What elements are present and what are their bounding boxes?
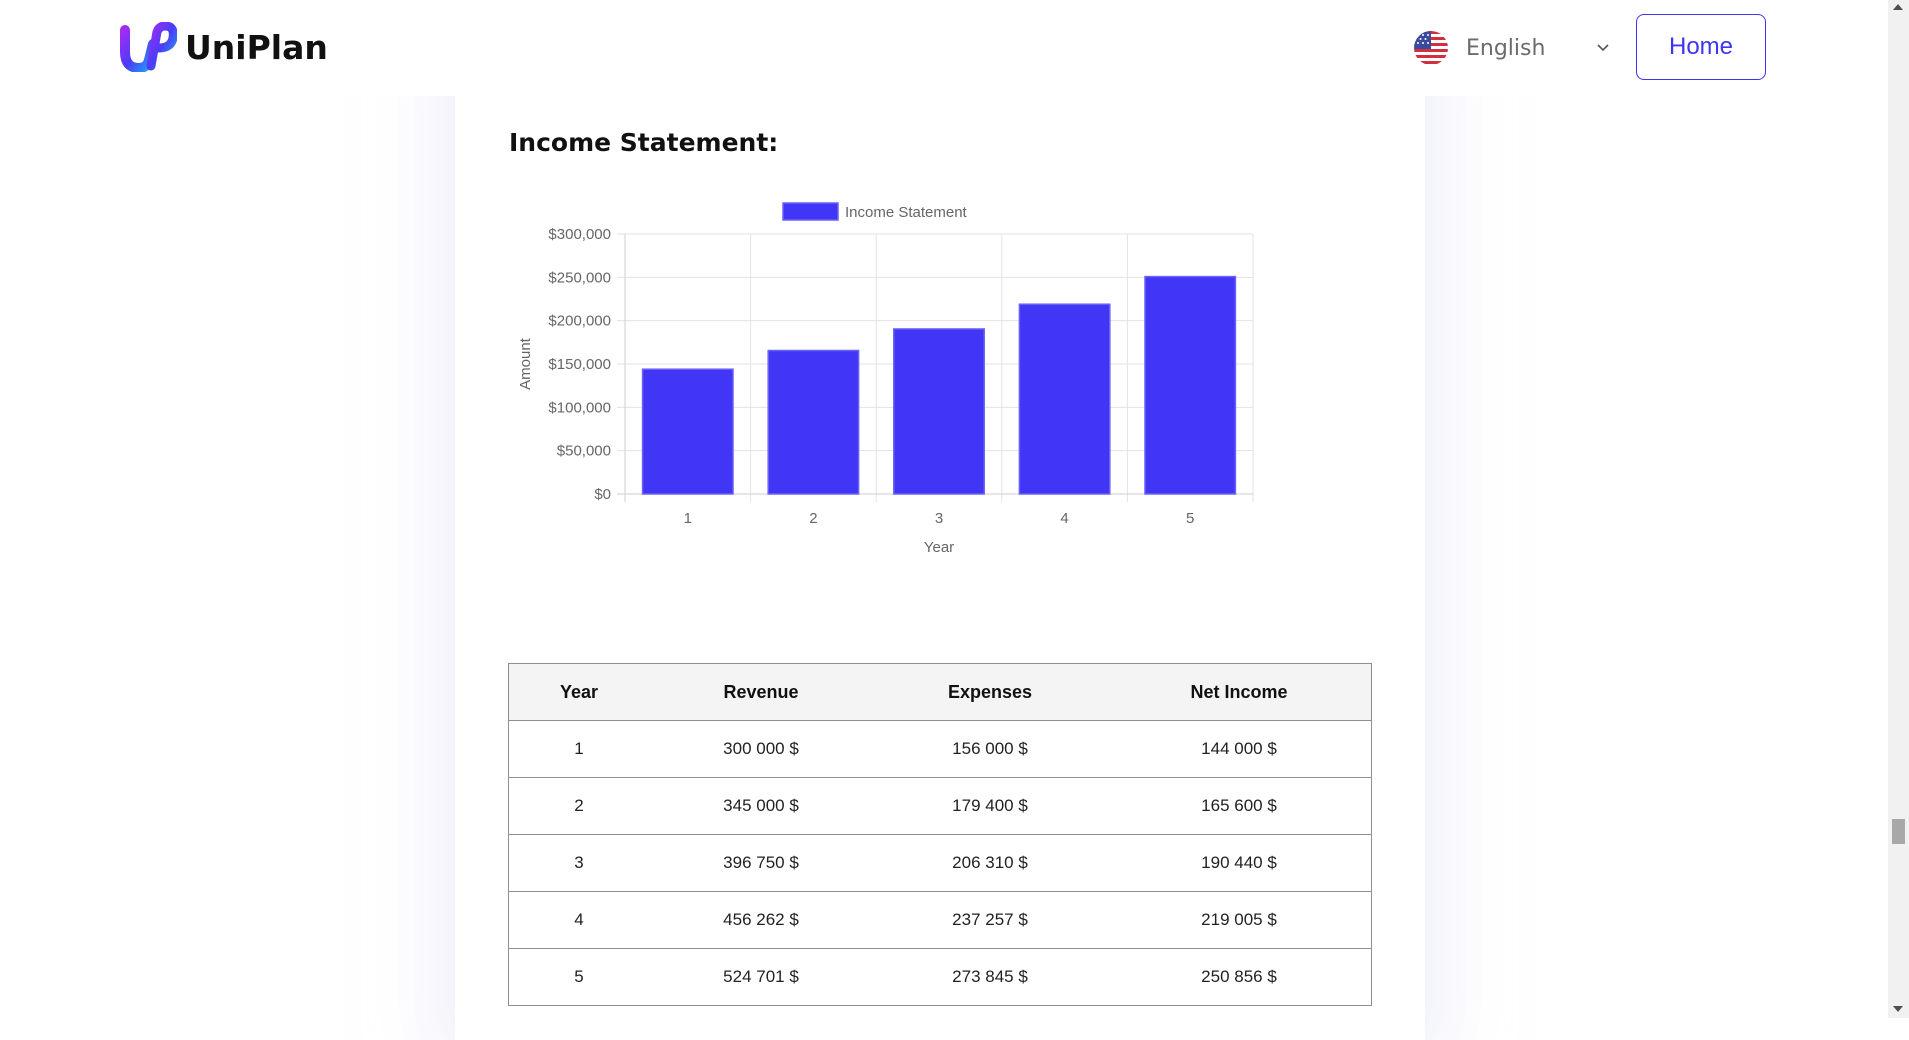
scroll-thumb[interactable]	[1892, 819, 1905, 844]
bar	[641, 368, 734, 495]
x-axis-title: Year	[924, 539, 954, 556]
income-table: Year Revenue Expenses Net Income 1 300 0…	[508, 663, 1372, 1006]
x-tick-label: 2	[809, 510, 817, 527]
col-expenses-header: Expenses	[873, 663, 1107, 721]
brand-name: UniPlan	[185, 27, 328, 67]
col-net-income-header: Net Income	[1107, 663, 1372, 721]
x-tick-label: 4	[1060, 510, 1068, 527]
top-header: UniPlan English Home	[0, 0, 1888, 96]
y-tick-label: $50,000	[557, 443, 611, 460]
bar	[1018, 303, 1111, 495]
chevron-down-icon	[1597, 44, 1609, 52]
bar	[893, 328, 985, 495]
cell-net-income: 250 856 $	[1107, 948, 1372, 1006]
x-tick-label: 3	[935, 510, 943, 527]
legend-label: Income Statement	[845, 204, 968, 221]
bar	[767, 349, 860, 495]
legend-swatch	[782, 202, 839, 221]
table-row: 2 345 000 $ 179 400 $ 165 600 $	[508, 777, 1372, 835]
y-tick-label: $200,000	[548, 313, 611, 330]
y-axis-title: Amount	[517, 337, 534, 390]
table-header-row: Year Revenue Expenses Net Income	[508, 663, 1372, 721]
col-revenue-header: Revenue	[649, 663, 873, 721]
y-tick-label: $150,000	[548, 356, 611, 373]
y-tick-label: $0	[594, 486, 611, 503]
cell-net-income: 144 000 $	[1107, 720, 1372, 778]
income-chart: $0 $50,000 $100,000 $150,000 $200,000 $250,00…	[500, 190, 1260, 570]
table-row: 4 456 262 $ 237 257 $ 219 005 $	[508, 891, 1372, 949]
cell-expenses: 156 000 $	[873, 720, 1107, 778]
section-title: Income Statement:	[509, 128, 779, 157]
cell-expenses: 237 257 $	[873, 891, 1107, 949]
brand-logo[interactable]: UniPlan	[117, 22, 328, 72]
language-selector[interactable]: English	[1414, 28, 1610, 68]
cell-year: 4	[508, 891, 649, 949]
cell-revenue: 396 750 $	[649, 834, 873, 892]
cell-expenses: 206 310 $	[873, 834, 1107, 892]
x-tick-label: 5	[1186, 510, 1194, 527]
home-button[interactable]: Home	[1636, 14, 1766, 80]
cell-year: 3	[508, 834, 649, 892]
income-chart-svg: $0 $50,000 $100,000 $150,000 $200,000 $250,00…	[517, 202, 1254, 556]
cell-revenue: 456 262 $	[649, 891, 873, 949]
cell-expenses: 273 845 $	[873, 948, 1107, 1006]
uniplan-logo-icon	[120, 22, 177, 72]
scroll-up-icon[interactable]	[1893, 4, 1903, 10]
table-row: 1 300 000 $ 156 000 $ 144 000 $	[508, 720, 1372, 778]
cell-year: 1	[508, 720, 649, 778]
y-tick-label: $300,000	[548, 226, 611, 243]
page-scrollbar[interactable]	[1888, 0, 1909, 1018]
bar	[1144, 275, 1237, 495]
cell-revenue: 345 000 $	[649, 777, 873, 835]
us-flag-icon	[1414, 31, 1448, 65]
cell-net-income: 190 440 $	[1107, 834, 1372, 892]
cell-net-income: 165 600 $	[1107, 777, 1372, 835]
cell-revenue: 524 701 $	[649, 948, 873, 1006]
table-row: 5 524 701 $ 273 845 $ 250 856 $	[508, 948, 1372, 1006]
cell-expenses: 179 400 $	[873, 777, 1107, 835]
language-label: English	[1466, 35, 1546, 61]
table-row: 3 396 750 $ 206 310 $ 190 440 $	[508, 834, 1372, 892]
col-year-header: Year	[508, 663, 649, 721]
x-tick-label: 1	[684, 510, 692, 527]
y-tick-label: $250,000	[548, 269, 611, 286]
cell-net-income: 219 005 $	[1107, 891, 1372, 949]
scroll-down-icon[interactable]	[1893, 1006, 1903, 1012]
y-tick-label: $100,000	[548, 399, 611, 416]
cell-year: 2	[508, 777, 649, 835]
cell-revenue: 300 000 $	[649, 720, 873, 778]
cell-year: 5	[508, 948, 649, 1006]
